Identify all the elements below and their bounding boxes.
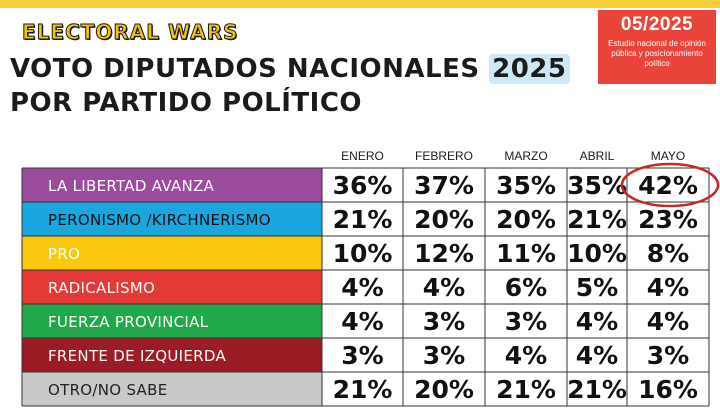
data-label: 4% — [647, 307, 689, 336]
data-label: 21% — [333, 375, 393, 404]
badge-description: Estudio nacional de opinión pública y po… — [608, 39, 706, 68]
data-label: 35% — [567, 171, 627, 200]
data-label: 3% — [341, 341, 383, 370]
data-label: 5% — [576, 273, 618, 302]
data-label: 36% — [333, 171, 393, 200]
data-label: 3% — [505, 307, 547, 336]
page-title: VOTO DIPUTADOS NACIONALES 2025 POR PARTI… — [10, 52, 570, 120]
date-badge: 05/2025 Estudio nacional de opinión públ… — [598, 10, 716, 84]
data-label: 20% — [414, 375, 474, 404]
party-label: PRO — [48, 245, 80, 263]
data-label: 42% — [638, 171, 698, 200]
data-label: 3% — [423, 341, 465, 370]
data-label: 11% — [496, 239, 556, 268]
data-label: 21% — [333, 205, 393, 234]
data-label: 10% — [333, 239, 393, 268]
data-label: 3% — [423, 307, 465, 336]
title-line2: POR PARTIDO POLÍTICO — [10, 88, 363, 118]
data-label: 20% — [414, 205, 474, 234]
party-label: OTRO/NO SABE — [48, 381, 167, 399]
top-accent-bar — [0, 0, 720, 8]
party-label-bar — [22, 372, 322, 406]
party-label: RADICALISMO — [48, 279, 155, 297]
data-label: 35% — [496, 171, 556, 200]
brand-logo: ELECTORAL WARS — [21, 20, 239, 45]
data-label: 4% — [505, 341, 547, 370]
data-label: 12% — [414, 239, 474, 268]
party-label: LA LIBERTAD AVANZA — [48, 177, 215, 195]
data-label: 4% — [423, 273, 465, 302]
title-year: 2025 — [489, 54, 570, 84]
data-label: 4% — [341, 307, 383, 336]
badge-date: 05/2025 — [620, 14, 694, 35]
party-label: FRENTE DE IZQUIERDA — [48, 347, 226, 365]
data-label: 16% — [638, 375, 698, 404]
data-label: 20% — [496, 205, 556, 234]
data-label: 21% — [496, 375, 556, 404]
party-label-bar — [22, 270, 322, 304]
party-label-bar — [22, 236, 322, 270]
data-label: 4% — [576, 307, 618, 336]
data-label: 37% — [414, 171, 474, 200]
data-label: 4% — [341, 273, 383, 302]
data-label: 3% — [647, 341, 689, 370]
data-label: 10% — [567, 239, 627, 268]
highlight-circle — [620, 162, 720, 208]
party-label-bar — [22, 168, 322, 202]
data-label: 21% — [567, 205, 627, 234]
data-label: 21% — [567, 375, 627, 404]
month-header: ENERO — [341, 149, 384, 163]
month-header: MARZO — [504, 149, 547, 163]
party-label-bar — [22, 338, 322, 372]
data-label: 4% — [576, 341, 618, 370]
month-header: ABRIL — [580, 149, 615, 163]
party-label-bar — [22, 304, 322, 338]
data-label: 23% — [638, 205, 698, 234]
month-header: FEBRERO — [415, 149, 473, 163]
data-label: 8% — [647, 239, 689, 268]
title-line1: VOTO DIPUTADOS NACIONALES — [10, 54, 480, 84]
month-header: MAYO — [651, 149, 685, 163]
party-label: PERONISMO /KIRCHNERISMO — [48, 211, 271, 229]
party-label-bar — [22, 202, 322, 236]
data-label: 4% — [647, 273, 689, 302]
party-label: FUERZA PROVINCIAL — [48, 313, 209, 331]
data-label: 6% — [505, 273, 547, 302]
